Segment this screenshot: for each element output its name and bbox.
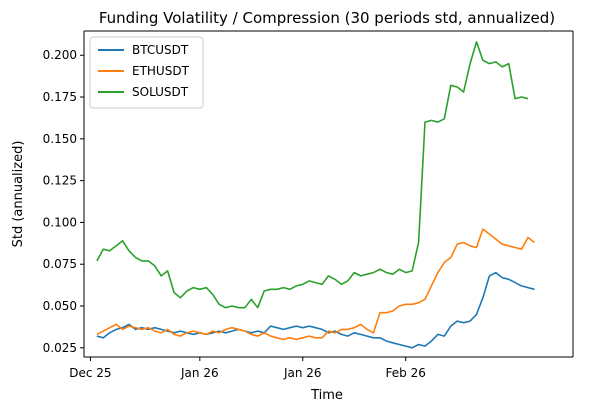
legend: BTCUSDT ETHUSDT SOLUSDT <box>89 36 204 109</box>
axes-frame <box>83 30 574 358</box>
y-tick-label: 0.175 <box>43 90 77 104</box>
x-tick-label: Jan 26 <box>283 366 322 380</box>
y-tick-label: 0.075 <box>43 257 77 271</box>
x-axis-ticks: Dec 25 Jan 26 Jan 26 Feb 26 <box>69 357 426 380</box>
legend-label-btcusdt: BTCUSDT <box>132 43 189 57</box>
y-tick-label: 0.100 <box>43 215 77 229</box>
legend-box <box>89 36 204 109</box>
series-layer <box>96 41 535 349</box>
legend-label-ethusdt: ETHUSDT <box>132 64 190 78</box>
y-tick-label: 0.125 <box>43 174 77 188</box>
y-tick-label: 0.025 <box>43 341 77 355</box>
series-line-ethusdt <box>96 228 535 341</box>
y-tick-label: 0.200 <box>43 48 77 62</box>
x-tick-label: Dec 25 <box>69 366 111 380</box>
y-axis-ticks: 0.025 0.050 0.075 0.100 0.125 0.150 0.175 0.200 <box>43 48 84 355</box>
x-axis-label: Time <box>310 388 343 403</box>
y-tick-label: 0.150 <box>43 132 77 146</box>
y-axis-label: Std (annualized) <box>11 141 26 248</box>
chart-title: Funding Volatility / Compression (30 per… <box>99 9 555 27</box>
x-tick-label: Feb 26 <box>386 366 426 380</box>
y-tick-label: 0.050 <box>43 299 77 313</box>
legend-label-solusdt: SOLUSDT <box>132 85 189 99</box>
series-line-solusdt <box>96 41 529 309</box>
x-tick-label: Jan 26 <box>180 366 219 380</box>
